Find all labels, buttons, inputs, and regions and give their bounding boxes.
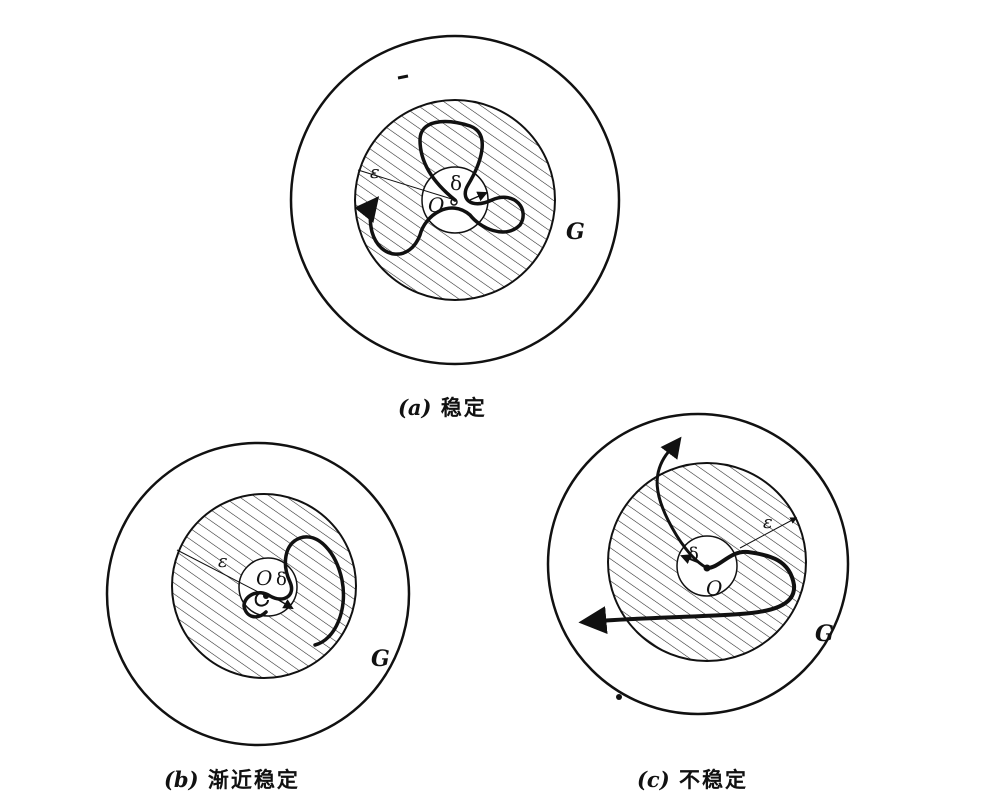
caption-c-label: (c) [637, 767, 670, 792]
delta-arrow [680, 554, 703, 565]
epsilon-radius-line [176, 549, 267, 597]
region-g-circle [289, 34, 621, 366]
caption-c: (c) 不稳定 [637, 764, 748, 794]
epsilon-label: ε [218, 551, 228, 572]
region-g-circle [105, 441, 411, 747]
delta-label: δ [688, 544, 699, 565]
caption-b-text: 渐近稳定 [207, 767, 300, 792]
caption-a-label: (a) [398, 395, 432, 420]
trajectory [354, 119, 525, 256]
figure-b: ε O δ G [105, 441, 411, 747]
caption-c-text: 不稳定 [678, 767, 748, 792]
origin-label: O [706, 576, 722, 600]
origin-label: O [256, 566, 272, 590]
figure-a: ε δ O G [289, 34, 621, 366]
tick-mark [397, 74, 409, 80]
trajectory [242, 535, 346, 647]
stray-dot [616, 694, 622, 700]
region-g-circle [546, 412, 850, 716]
caption-b-label: (b) [164, 767, 199, 792]
epsilon-label: ε [370, 162, 380, 183]
epsilon-radius-line [739, 517, 798, 549]
figure-c: δ ε O G [546, 412, 850, 716]
caption-a-text: 稳定 [440, 395, 487, 420]
caption-b: (b) 渐近稳定 [164, 764, 300, 794]
trajectory-outward [655, 436, 709, 570]
region-g-label: G [566, 219, 585, 245]
inner-spiral [254, 592, 269, 607]
caption-a: (a) 稳定 [398, 392, 487, 422]
region-g-label: G [815, 621, 834, 647]
delta-label: δ [276, 569, 287, 590]
delta-arrow [469, 191, 488, 202]
region-g-label: G [371, 646, 390, 672]
epsilon-radius-line [357, 169, 456, 201]
delta-label: δ [450, 171, 462, 195]
origin-label: O [428, 193, 444, 217]
delta-arrow [271, 595, 294, 610]
trajectory-spiral [578, 549, 797, 635]
epsilon-label: ε [763, 512, 773, 533]
